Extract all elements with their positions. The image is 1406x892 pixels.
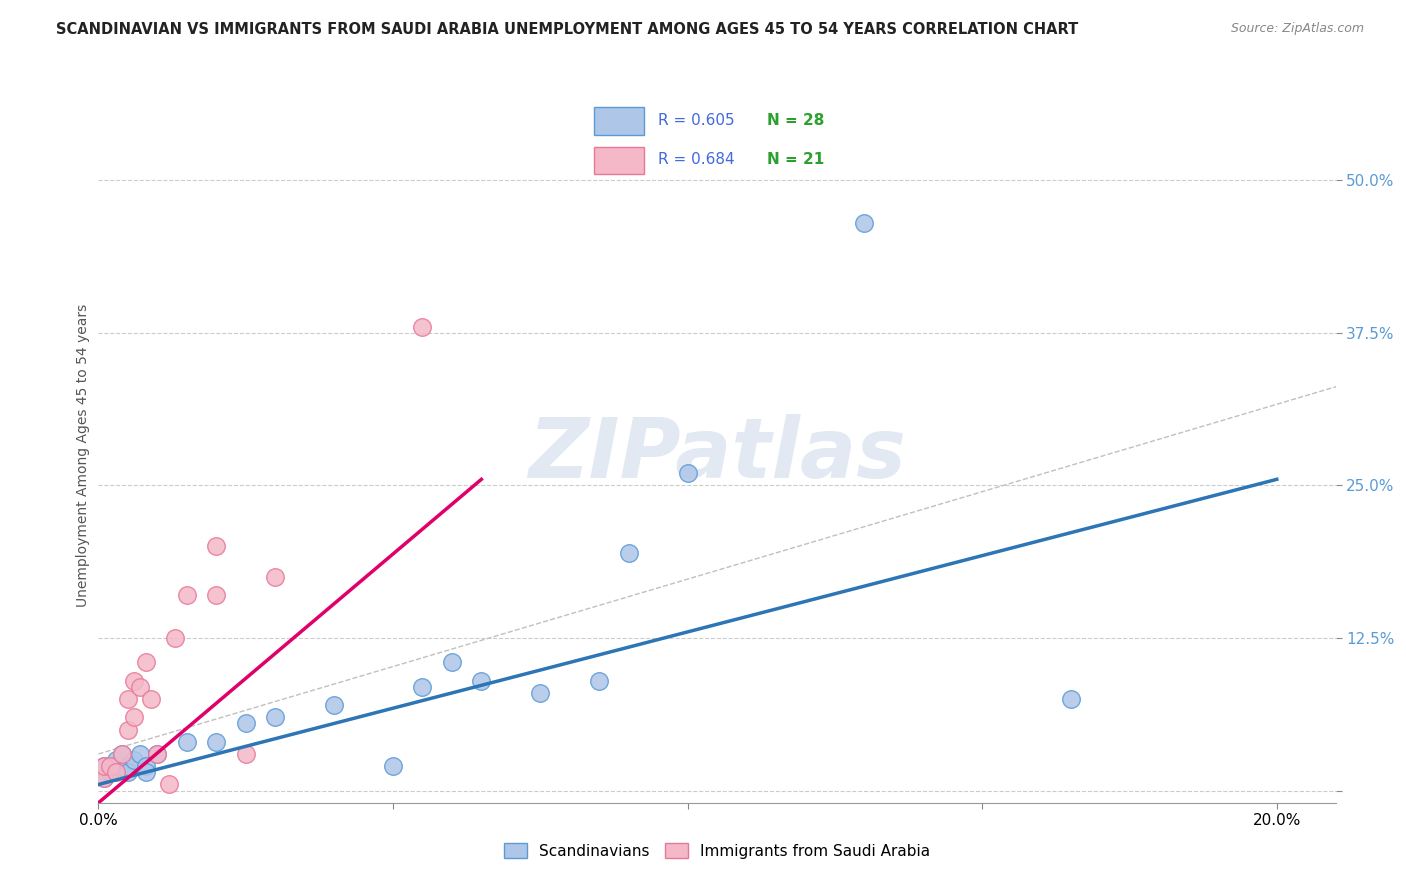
Point	[1059, 692, 1081, 706]
Point	[146, 747, 169, 761]
Point	[323, 698, 346, 713]
Point	[93, 772, 115, 786]
Point	[98, 765, 121, 780]
Text: R = 0.684: R = 0.684	[658, 153, 734, 168]
Point	[105, 753, 128, 767]
Point	[205, 588, 228, 602]
Point	[235, 747, 257, 761]
Point	[111, 747, 134, 761]
Point	[122, 673, 145, 688]
Point	[617, 545, 640, 559]
Point	[264, 710, 287, 724]
Point	[163, 631, 186, 645]
FancyBboxPatch shape	[595, 107, 644, 135]
Point	[440, 656, 463, 670]
Point	[117, 765, 139, 780]
Point	[98, 759, 121, 773]
Point	[122, 753, 145, 767]
Point	[176, 735, 198, 749]
Point	[382, 759, 405, 773]
Point	[117, 692, 139, 706]
Point	[105, 759, 128, 773]
Text: N = 28: N = 28	[768, 113, 824, 128]
Point	[205, 735, 228, 749]
Point	[176, 588, 198, 602]
Text: R = 0.605: R = 0.605	[658, 113, 734, 128]
Point	[205, 540, 228, 554]
Point	[105, 765, 128, 780]
Y-axis label: Unemployment Among Ages 45 to 54 years: Unemployment Among Ages 45 to 54 years	[76, 303, 90, 607]
Point	[135, 759, 157, 773]
Point	[676, 467, 699, 481]
Point	[411, 319, 433, 334]
Point	[135, 656, 157, 670]
Point	[128, 680, 150, 694]
Point	[411, 680, 433, 694]
Point	[93, 759, 115, 773]
Point	[235, 716, 257, 731]
Point	[141, 692, 163, 706]
Point	[157, 777, 180, 791]
Point	[264, 570, 287, 584]
Point	[128, 747, 150, 761]
Point	[529, 686, 551, 700]
Text: ZIPatlas: ZIPatlas	[529, 415, 905, 495]
Point	[470, 673, 492, 688]
Point	[588, 673, 610, 688]
Text: SCANDINAVIAN VS IMMIGRANTS FROM SAUDI ARABIA UNEMPLOYMENT AMONG AGES 45 TO 54 YE: SCANDINAVIAN VS IMMIGRANTS FROM SAUDI AR…	[56, 22, 1078, 37]
Point	[135, 765, 157, 780]
Point	[93, 772, 115, 786]
Point	[146, 747, 169, 761]
Point	[122, 710, 145, 724]
FancyBboxPatch shape	[595, 147, 644, 175]
Point	[111, 747, 134, 761]
Text: N = 21: N = 21	[768, 153, 824, 168]
Point	[93, 759, 115, 773]
Point	[117, 723, 139, 737]
Point	[117, 759, 139, 773]
Legend: Scandinavians, Immigrants from Saudi Arabia: Scandinavians, Immigrants from Saudi Ara…	[498, 837, 936, 864]
Text: Source: ZipAtlas.com: Source: ZipAtlas.com	[1230, 22, 1364, 36]
Point	[853, 216, 876, 230]
